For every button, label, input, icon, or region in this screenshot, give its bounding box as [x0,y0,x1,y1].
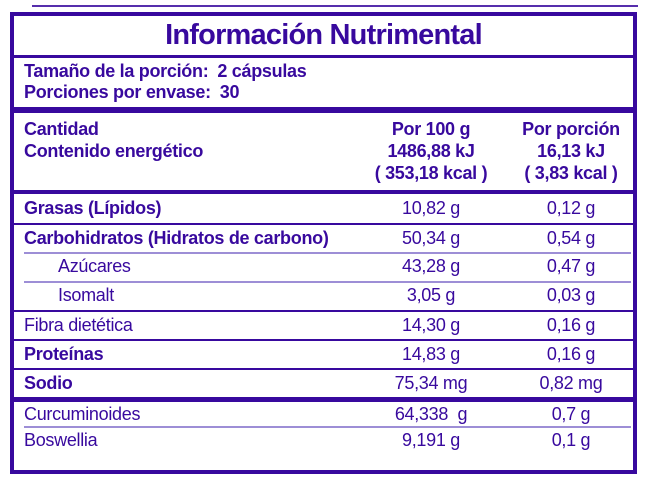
nutrition-panel: Información Nutrimental Tamaño de la por… [10,12,637,474]
table-row-carbohydrates: Carbohidratos (Hidratos de carbono) 50,3… [14,223,633,252]
quantity-heading: Cantidad [24,119,99,139]
row-per-100g-value: 75,34 mg [394,373,468,393]
row-per-100g-value: 14,30 g [402,315,460,335]
row-per-portion-value: 0,47 g [546,256,596,276]
serving-size-label: Tamaño de la porción: [24,61,209,81]
energy-heading: Contenido energético [24,141,204,161]
table-row-boswellia: Boswellia 9,191 g 0,1 g [14,426,633,455]
row-label: Fibra dietética [24,315,133,335]
row-per-100g-value: 9,191 g [402,430,460,450]
row-per-portion-value: 0,7 g [551,403,591,424]
row-per-portion-value: 0,16 g [546,315,596,335]
table-row-proteins: Proteínas 14,83 g 0,16 g [14,339,633,368]
per-portion-title: Por porción [522,119,620,139]
header-label-block: Cantidad Contenido energético [14,118,353,184]
servings-per-container-label: Porciones por envase: [24,82,211,102]
row-label: Isomalt [58,285,114,305]
per-portion-energy-kj: 16,13 kJ [537,141,605,161]
per-100g-column-header: Por 100 g 1486,88 kJ ( 353,18 kcal ) [353,118,509,184]
top-decorative-rule [32,5,638,7]
per-100g-title: Por 100 g [391,119,471,139]
row-label: Carbohidratos (Hidratos de carbono) [24,228,329,248]
row-label: Curcuminoides [24,403,141,424]
row-per-portion-value: 0,82 mg [539,373,603,393]
row-per-portion-value: 0,16 g [546,344,596,364]
serving-info: Tamaño de la porción: 2 cápsulas Porcione… [14,58,633,113]
per-portion-energy-kcal: ( 3,83 kcal ) [524,163,618,183]
row-per-portion-value: 0,1 g [551,430,591,450]
table-row-fats: Grasas (Lípidos) 10,82 g 0,12 g [14,194,633,223]
row-per-100g-value: 10,82 g [402,198,460,218]
row-per-portion-value: 0,54 g [546,228,596,248]
row-per-portion-value: 0,12 g [546,198,596,218]
table-row-isomalt: Isomalt 3,05 g 0,03 g [14,281,633,310]
panel-title: Información Nutrimental [14,16,633,58]
servings-per-container-value: 30 [219,82,240,102]
table-row-sugars: Azúcares 43,28 g 0,47 g [14,252,633,281]
row-per-100g-value: 3,05 g [406,285,456,305]
servings-per-container-line: Porciones por envase: 30 [24,82,633,103]
table-row-sodium: Sodio 75,34 mg 0,82 mg [14,368,633,397]
row-per-100g-value: 50,34 g [402,228,460,248]
columns-header: Cantidad Contenido energético Por 100 g … [14,113,633,194]
table-row-curcuminoids: Curcuminoides 64,338 g 0,7 g [14,397,633,426]
row-per-100g-value: 14,83 g [402,344,460,364]
row-label: Boswellia [24,430,98,450]
row-label: Sodio [24,373,73,393]
row-label: Azúcares [58,256,131,276]
serving-size-line: Tamaño de la porción: 2 cápsulas [24,61,633,82]
row-label: Proteínas [24,344,104,364]
serving-size-value: 2 cápsulas [217,61,307,81]
row-per-100g-value: 43,28 g [402,256,460,276]
per-100g-energy-kj: 1486,88 kJ [387,141,475,161]
row-per-100g-value: 64,338 g [394,403,468,424]
per-100g-energy-kcal: ( 353,18 kcal ) [374,163,488,183]
row-per-portion-value: 0,03 g [546,285,596,305]
row-label: Grasas (Lípidos) [24,198,162,218]
per-portion-column-header: Por porción 16,13 kJ ( 3,83 kcal ) [509,118,633,184]
table-row-dietary-fiber: Fibra dietética 14,30 g 0,16 g [14,310,633,339]
